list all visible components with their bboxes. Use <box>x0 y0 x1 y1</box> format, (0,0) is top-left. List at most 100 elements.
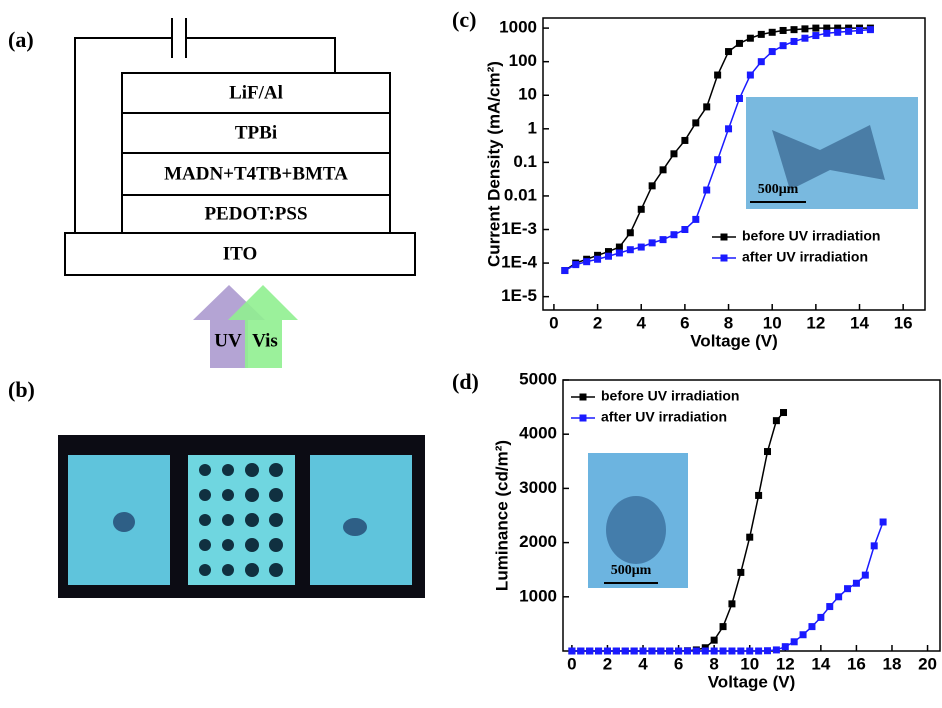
x-axis-label: Voltage (V) <box>690 331 778 350</box>
marker <box>631 648 638 655</box>
marker <box>714 156 721 163</box>
marker <box>808 623 815 630</box>
legend-marker <box>721 255 728 262</box>
marker <box>856 27 863 34</box>
marker <box>736 95 743 102</box>
marker <box>773 417 780 424</box>
marker <box>780 409 787 416</box>
marker <box>572 261 579 268</box>
x-tick-label: 6 <box>674 654 683 673</box>
marker <box>817 614 824 621</box>
panel-label: (d) <box>452 369 479 394</box>
y-axis-label: Current Density (mA/cm²) <box>484 61 503 267</box>
marker <box>675 648 682 655</box>
marker <box>764 448 771 455</box>
marker <box>648 648 655 655</box>
marker <box>728 600 735 607</box>
marker <box>613 648 620 655</box>
marker <box>693 648 700 655</box>
x-tick-label: 4 <box>638 654 648 673</box>
marker <box>649 182 656 189</box>
x-tick-label: 16 <box>894 313 913 332</box>
marker <box>845 28 852 35</box>
marker <box>702 648 709 655</box>
marker <box>867 26 874 33</box>
marker <box>747 35 754 42</box>
y-tick-label: 1 <box>528 118 537 137</box>
marker <box>880 519 887 526</box>
marker <box>764 647 771 654</box>
marker <box>568 648 575 655</box>
marker <box>725 125 732 132</box>
marker <box>812 32 819 39</box>
x-tick-label: 16 <box>847 654 866 673</box>
marker <box>711 637 718 644</box>
marker <box>755 492 762 499</box>
y-tick-label: 1000 <box>519 586 557 605</box>
marker <box>703 103 710 110</box>
marker <box>782 643 789 650</box>
x-tick-label: 14 <box>850 313 869 332</box>
marker <box>681 226 688 233</box>
y-tick-label: 1E-4 <box>501 253 537 272</box>
panel-label: (c) <box>452 7 476 32</box>
marker <box>758 31 765 38</box>
x-tick-label: 12 <box>776 654 795 673</box>
y-tick-label: 0.1 <box>513 152 537 171</box>
marker <box>769 29 776 36</box>
marker <box>616 249 623 256</box>
y-axis-label: Luminance (cd/m²) <box>492 440 511 591</box>
marker <box>660 236 667 243</box>
layer-label: MADN+T4TB+BMTA <box>164 163 348 184</box>
marker <box>780 27 787 34</box>
panel-label: (a) <box>8 27 34 52</box>
y-tick-label: 4000 <box>519 424 557 443</box>
marker <box>812 25 819 32</box>
x-tick-label: 6 <box>680 313 689 332</box>
marker <box>684 648 691 655</box>
x-tick-label: 10 <box>740 654 759 673</box>
marker <box>801 35 808 42</box>
marker <box>746 648 753 655</box>
marker <box>714 72 721 79</box>
layer-label: PEDOT:PSS <box>204 203 307 224</box>
marker <box>666 648 673 655</box>
marker <box>720 623 727 630</box>
marker <box>826 603 833 610</box>
y-tick-label: 1000 <box>499 18 537 37</box>
layer-label: LiF/Al <box>229 82 283 103</box>
marker <box>835 593 842 600</box>
marker <box>758 58 765 65</box>
marker <box>627 229 634 236</box>
x-tick-label: 4 <box>636 313 646 332</box>
marker <box>801 25 808 32</box>
x-tick-label: 0 <box>567 654 576 673</box>
device-diagram <box>65 18 415 275</box>
x-tick-label: 0 <box>549 313 558 332</box>
legend-label: after UV irradiation <box>601 409 727 425</box>
marker <box>746 534 753 541</box>
marker <box>649 239 656 246</box>
marker <box>640 648 647 655</box>
marker <box>595 648 602 655</box>
marker <box>720 648 727 655</box>
marker <box>791 638 798 645</box>
x-axis-label: Voltage (V) <box>708 672 796 691</box>
legend-marker <box>580 415 587 422</box>
y-tick-label: 2000 <box>519 532 557 551</box>
y-tick-label: 5000 <box>519 369 557 388</box>
y-tick-label: 100 <box>509 51 537 70</box>
y-tick-label: 3000 <box>519 478 557 497</box>
x-tick-label: 12 <box>806 313 825 332</box>
panel-label: (b) <box>8 377 35 402</box>
x-tick-label: 8 <box>724 313 733 332</box>
legend-label: after UV irradiation <box>742 249 868 265</box>
marker <box>681 137 688 144</box>
marker <box>823 30 830 37</box>
y-tick-label: 1E-5 <box>501 286 537 305</box>
x-tick-label: 8 <box>709 654 718 673</box>
marker <box>725 48 732 55</box>
marker <box>586 648 593 655</box>
marker <box>638 206 645 213</box>
marker <box>657 648 664 655</box>
